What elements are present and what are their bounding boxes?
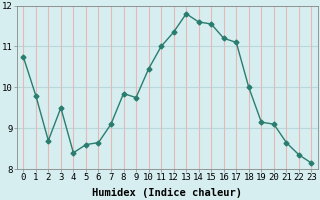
X-axis label: Humidex (Indice chaleur): Humidex (Indice chaleur) [92,188,242,198]
